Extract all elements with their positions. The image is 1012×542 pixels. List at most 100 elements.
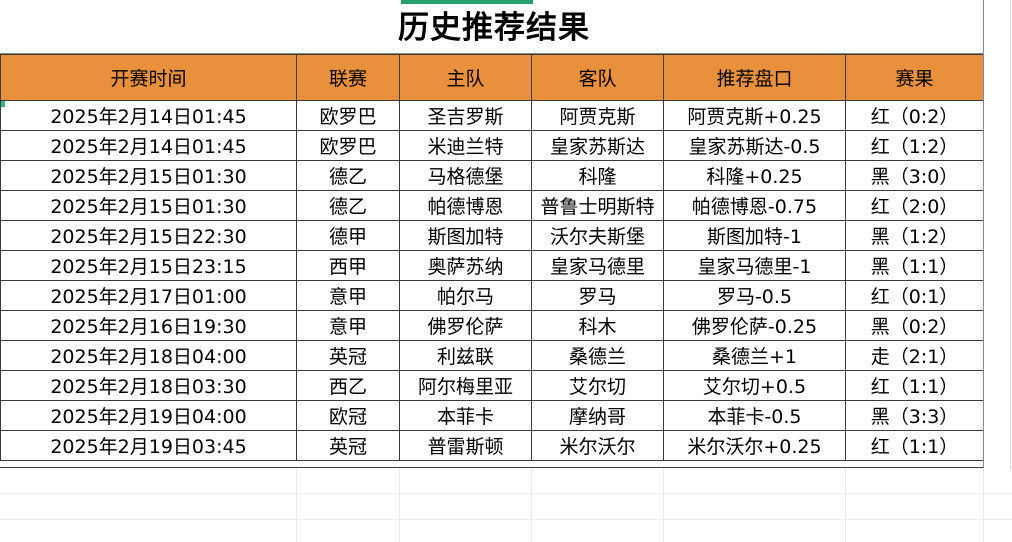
cell-away[interactable]: 皇家马德里 <box>531 250 664 281</box>
cell-time[interactable]: 2025年2月19日03:45 <box>0 430 297 461</box>
cell-league[interactable]: 欧冠 <box>296 400 400 431</box>
cell-away[interactable]: 艾尔切 <box>531 370 664 401</box>
cell-home[interactable]: 普雷斯顿 <box>399 430 532 461</box>
cell-line[interactable]: 米尔沃尔+0.25 <box>663 430 846 461</box>
cell-line[interactable]: 科隆+0.25 <box>663 160 846 191</box>
cell-line[interactable]: 艾尔切+0.5 <box>663 370 846 401</box>
cell-home[interactable]: 阿尔梅里亚 <box>399 370 532 401</box>
table-row[interactable]: 2025年2月17日01:00 意甲 帕尔马 罗马 罗马-0.5 红（0:1） <box>0 280 984 311</box>
table-row[interactable]: 2025年2月15日22:30 德甲 斯图加特 沃尔夫斯堡 斯图加特-1 黑（1:2） <box>0 220 984 251</box>
cell-home[interactable]: 圣吉罗斯 <box>399 100 532 131</box>
cell-away[interactable]: 普鲁士明斯特 <box>531 190 664 221</box>
page-title: 历史推荐结果 <box>398 10 590 46</box>
empty-rows-area[interactable] <box>0 468 1012 542</box>
column-header-line[interactable]: 推荐盘口 <box>663 54 846 101</box>
cell-time[interactable]: 2025年2月18日04:00 <box>0 340 297 371</box>
cell-home[interactable]: 帕尔马 <box>399 280 532 311</box>
cell-home[interactable]: 奥萨苏纳 <box>399 250 532 281</box>
cell-away[interactable]: 科隆 <box>531 160 664 191</box>
table-row[interactable]: 2025年2月19日03:45 英冠 普雷斯顿 米尔沃尔 米尔沃尔+0.25 红（1:1） <box>0 430 984 461</box>
cell-away[interactable]: 科木 <box>531 310 664 341</box>
cell-away[interactable]: 皇家苏斯达 <box>531 130 664 161</box>
cell-home[interactable]: 斯图加特 <box>399 220 532 251</box>
cell-result[interactable]: 红（1:1） <box>845 430 984 461</box>
table-row[interactable]: 2025年2月19日04:00 欧冠 本菲卡 摩纳哥 本菲卡-0.5 黑（3:3） <box>0 400 984 431</box>
cell-away[interactable]: 摩纳哥 <box>531 400 664 431</box>
table-row[interactable]: 2025年2月16日19:30 意甲 佛罗伦萨 科木 佛罗伦萨-0.25 黑（0:2） <box>0 310 984 341</box>
cell-time[interactable]: 2025年2月17日01:00 <box>0 280 297 311</box>
title-underline <box>0 53 983 54</box>
cell-time[interactable]: 2025年2月15日01:30 <box>0 160 297 191</box>
cell-home[interactable]: 米迪兰特 <box>399 130 532 161</box>
table-row[interactable]: 2025年2月15日23:15 西甲 奥萨苏纳 皇家马德里 皇家马德里-1 黑（1:1） <box>0 250 984 281</box>
cell-home[interactable]: 佛罗伦萨 <box>399 310 532 341</box>
cell-time[interactable]: 2025年2月16日19:30 <box>0 310 297 341</box>
cell-league[interactable]: 意甲 <box>296 280 400 311</box>
cell-time[interactable]: 2025年2月14日01:45 <box>0 130 297 161</box>
column-header-away[interactable]: 客队 <box>531 54 664 101</box>
cell-line[interactable]: 斯图加特-1 <box>663 220 846 251</box>
cell-line[interactable]: 罗马-0.5 <box>663 280 846 311</box>
cell-home[interactable]: 本菲卡 <box>399 400 532 431</box>
cell-league[interactable]: 德甲 <box>296 220 400 251</box>
cell-league[interactable]: 德乙 <box>296 190 400 221</box>
table-row[interactable]: 2025年2月14日01:45 欧罗巴 米迪兰特 皇家苏斯达 皇家苏斯达-0.5 红（1:… <box>0 130 984 161</box>
cell-result[interactable]: 黑（1:2） <box>845 220 984 251</box>
history-results-table: 开赛时间 联赛 主队 客队 推荐盘口 赛果 2025年2月14日01:45 欧罗巴… <box>0 54 984 461</box>
cell-league[interactable]: 欧罗巴 <box>296 130 400 161</box>
cell-home[interactable]: 帕德博恩 <box>399 190 532 221</box>
cell-result[interactable]: 红（2:0） <box>845 190 984 221</box>
cell-league[interactable]: 英冠 <box>296 340 400 371</box>
cell-result[interactable]: 走（2:1） <box>845 340 984 371</box>
sheet-far-right-border <box>1010 0 1011 470</box>
cell-line[interactable]: 皇家马德里-1 <box>663 250 846 281</box>
cell-line[interactable]: 桑德兰+1 <box>663 340 846 371</box>
sheet-right-column-border <box>983 0 984 470</box>
cell-result[interactable]: 红（0:2） <box>845 100 984 131</box>
cell-result[interactable]: 黑（3:3） <box>845 400 984 431</box>
column-header-result[interactable]: 赛果 <box>845 54 984 101</box>
cell-result[interactable]: 红（1:1） <box>845 370 984 401</box>
cell-time[interactable]: 2025年2月15日01:30 <box>0 190 297 221</box>
cell-away[interactable]: 米尔沃尔 <box>531 430 664 461</box>
table-row[interactable]: 2025年2月15日01:30 德乙 马格德堡 科隆 科隆+0.25 黑（3:0） <box>0 160 984 191</box>
table-row[interactable]: 2025年2月18日03:30 西乙 阿尔梅里亚 艾尔切 艾尔切+0.5 红（1:1） <box>0 370 984 401</box>
cell-away[interactable]: 阿贾克斯 <box>531 100 664 131</box>
cell-league[interactable]: 西甲 <box>296 250 400 281</box>
cell-away[interactable]: 罗马 <box>531 280 664 311</box>
table-row[interactable]: 2025年2月14日01:45 欧罗巴 圣吉罗斯 阿贾克斯 阿贾克斯+0.25 红（0:2… <box>0 100 984 131</box>
table-row[interactable]: 2025年2月18日04:00 英冠 利兹联 桑德兰 桑德兰+1 走（2:1） <box>0 340 984 371</box>
cell-line[interactable]: 阿贾克斯+0.25 <box>663 100 846 131</box>
cell-result[interactable]: 黑（3:0） <box>845 160 984 191</box>
cell-home[interactable]: 马格德堡 <box>399 160 532 191</box>
cell-league[interactable]: 意甲 <box>296 310 400 341</box>
cell-league[interactable]: 西乙 <box>296 370 400 401</box>
column-header-time[interactable]: 开赛时间 <box>0 54 297 101</box>
cell-time[interactable]: 2025年2月19日04:00 <box>0 400 297 431</box>
table-bottom-border <box>0 467 983 468</box>
title-banner: 历史推荐结果 <box>0 4 1012 53</box>
cell-line[interactable]: 帕德博恩-0.75 <box>663 190 846 221</box>
cell-away[interactable]: 桑德兰 <box>531 340 664 371</box>
column-header-home[interactable]: 主队 <box>399 54 532 101</box>
cell-result[interactable]: 黑（1:1） <box>845 250 984 281</box>
cell-time[interactable]: 2025年2月15日23:15 <box>0 250 297 281</box>
cell-time[interactable]: 2025年2月14日01:45 <box>0 100 297 131</box>
cell-league[interactable]: 英冠 <box>296 430 400 461</box>
cell-time[interactable]: 2025年2月18日03:30 <box>0 370 297 401</box>
cell-league[interactable]: 欧罗巴 <box>296 100 400 131</box>
cell-league[interactable]: 德乙 <box>296 160 400 191</box>
cell-line[interactable]: 佛罗伦萨-0.25 <box>663 310 846 341</box>
selection-marker-top <box>401 0 533 4</box>
cell-home[interactable]: 利兹联 <box>399 340 532 371</box>
cell-result[interactable]: 黑（0:2） <box>845 310 984 341</box>
cell-line[interactable]: 本菲卡-0.5 <box>663 400 846 431</box>
cell-result[interactable]: 红（0:1） <box>845 280 984 311</box>
cell-time[interactable]: 2025年2月15日22:30 <box>0 220 297 251</box>
cell-line[interactable]: 皇家苏斯达-0.5 <box>663 130 846 161</box>
table-row[interactable]: 2025年2月15日01:30 德乙 帕德博恩 普鲁士明斯特 帕德博恩-0.75 红（2:… <box>0 190 984 221</box>
cell-away[interactable]: 沃尔夫斯堡 <box>531 220 664 251</box>
column-header-league[interactable]: 联赛 <box>296 54 400 101</box>
cell-result[interactable]: 红（1:2） <box>845 130 984 161</box>
